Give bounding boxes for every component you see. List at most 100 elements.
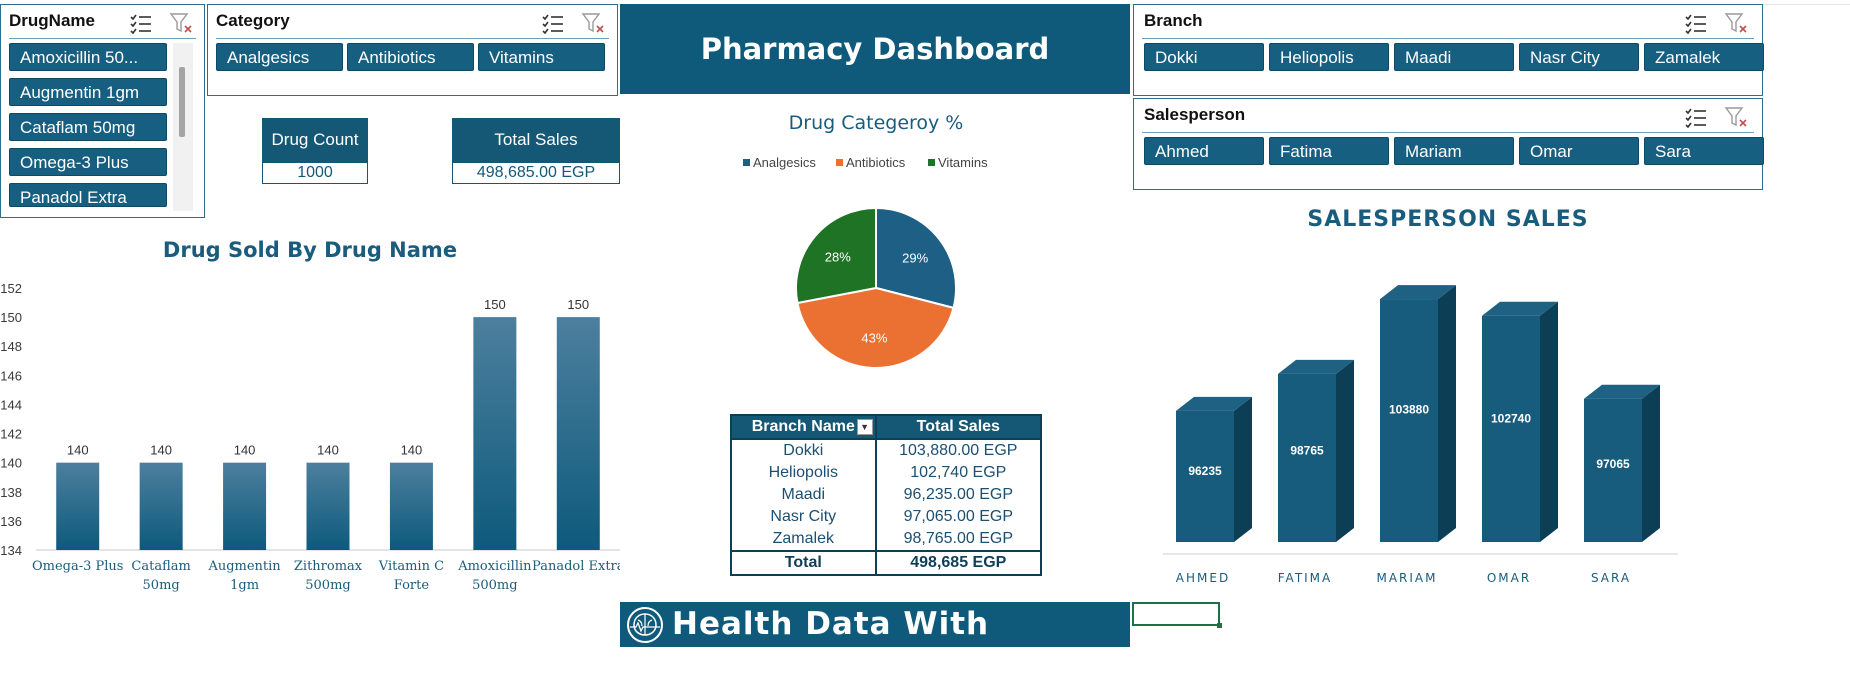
slicer-item[interactable]: Panadol Extra bbox=[9, 183, 167, 207]
legend-label: Analgesics bbox=[753, 155, 816, 170]
drug-count-label: Drug Count bbox=[262, 118, 368, 162]
data-label: 150 bbox=[484, 297, 506, 312]
data-label: 140 bbox=[317, 443, 339, 458]
y-tick-label: 138 bbox=[0, 485, 22, 500]
x-tick-label: Augmentin bbox=[207, 559, 281, 574]
x-tick-label: Forte bbox=[394, 578, 430, 593]
slicer-item[interactable]: Vitamins bbox=[478, 43, 605, 71]
multi-select-icon[interactable] bbox=[541, 12, 565, 34]
slicer-item[interactable]: Analgesics bbox=[216, 43, 343, 71]
pie-slice bbox=[796, 286, 955, 369]
slicer-item[interactable]: Heliopolis bbox=[1269, 43, 1389, 71]
bar bbox=[473, 317, 517, 550]
slicer-scrollbar[interactable] bbox=[173, 43, 193, 211]
pie-label: 43% bbox=[861, 331, 887, 346]
x-tick-label: Panadol Extra bbox=[532, 559, 620, 574]
slicer-item[interactable]: Augmentin 1gm bbox=[9, 78, 167, 106]
salesperson-chart-title: SALESPERSON SALES bbox=[1307, 207, 1589, 232]
pivot-total-value: 498,685 EGP bbox=[874, 550, 1043, 576]
y-tick-label: 148 bbox=[0, 339, 22, 354]
column-top bbox=[1176, 396, 1252, 411]
salesperson-3d-column-chart: 96235 AHMED 98765 FATIMA 103880 MARIAM 102740 O… bbox=[1163, 285, 1678, 585]
salesperson-slicer-title: Salesperson bbox=[1144, 105, 1246, 124]
slicer-item[interactable]: Nasr City bbox=[1519, 43, 1639, 71]
slicer-item[interactable]: Zamalek bbox=[1644, 43, 1764, 71]
category-pie-chart: Analgesics Antibiotics Vitamins 29% 43% 28% bbox=[743, 155, 988, 369]
clear-filter-icon[interactable] bbox=[1724, 106, 1748, 128]
dropdown-arrow-icon[interactable]: ▼ bbox=[856, 419, 873, 435]
bar bbox=[389, 462, 433, 550]
x-tick-label: Omega-3 Plus bbox=[32, 559, 124, 574]
column-front bbox=[1380, 299, 1438, 542]
slicer-item[interactable]: Ahmed bbox=[1144, 137, 1264, 165]
y-tick-label: 152 bbox=[0, 281, 22, 296]
x-tick-label: Vitamin C bbox=[378, 559, 444, 574]
y-tick-label: 140 bbox=[0, 456, 22, 471]
legend-swatch bbox=[743, 159, 750, 166]
clear-filter-icon[interactable] bbox=[169, 12, 193, 34]
selected-cell[interactable] bbox=[1132, 602, 1222, 628]
branch-slicer[interactable]: Branch Dokki Heliopolis Maadi Nasr City … bbox=[1133, 4, 1764, 96]
bar bbox=[556, 317, 600, 550]
slicer-divider bbox=[1142, 38, 1754, 39]
column-front bbox=[1176, 410, 1234, 542]
table-row: Heliopolis 102,740 EGP bbox=[730, 462, 1043, 484]
pivot-total-label: Total bbox=[730, 550, 877, 576]
y-tick-label: 134 bbox=[0, 543, 22, 558]
pie-slice bbox=[875, 206, 957, 310]
data-label: 140 bbox=[150, 443, 172, 458]
x-tick-label: 500mg bbox=[305, 578, 350, 593]
pivot-cell-sales: 98,765.00 EGP bbox=[874, 528, 1043, 551]
data-label: 103880 bbox=[1389, 402, 1429, 416]
pivot-cell-branch: Zamalek bbox=[730, 528, 877, 551]
x-tick-label: FATIMA bbox=[1278, 571, 1333, 585]
slicer-item[interactable]: Mariam bbox=[1394, 137, 1514, 165]
x-tick-label: 50mg bbox=[143, 578, 180, 593]
slicer-item[interactable]: Amoxicillin 50... bbox=[9, 43, 167, 71]
y-tick-label: 150 bbox=[0, 310, 22, 325]
column-top bbox=[1278, 359, 1354, 374]
x-tick-label: Amoxicillin bbox=[457, 559, 532, 574]
scrollbar-thumb[interactable] bbox=[179, 67, 185, 137]
y-tick-label: 142 bbox=[0, 427, 22, 442]
clear-filter-icon[interactable] bbox=[581, 12, 605, 34]
slicer-divider bbox=[216, 38, 609, 39]
column-side bbox=[1234, 396, 1252, 542]
slicer-item[interactable]: Omar bbox=[1519, 137, 1639, 165]
slicer-item[interactable]: Cataflam 50mg bbox=[9, 113, 167, 141]
multi-select-icon[interactable] bbox=[1684, 12, 1708, 34]
multi-select-icon[interactable] bbox=[1684, 106, 1708, 128]
multi-select-icon[interactable] bbox=[129, 12, 153, 34]
slicer-divider bbox=[1142, 132, 1754, 133]
slicer-item[interactable]: Omega-3 Plus bbox=[9, 148, 167, 176]
slicer-item[interactable]: Sara bbox=[1644, 137, 1764, 165]
pivot-cell-branch: Maadi bbox=[730, 484, 877, 506]
pivot-header-branch[interactable]: Branch Name ▼ bbox=[730, 414, 877, 440]
slicer-item[interactable]: Maadi bbox=[1394, 43, 1514, 71]
column-front bbox=[1278, 373, 1336, 542]
drug-sold-bar-chart: 134 136 138 140 142 144 146 148 150 152 140 Omega-3… bbox=[0, 281, 620, 593]
dashboard-title: Pharmacy Dashboard bbox=[620, 4, 1130, 94]
salesperson-slicer[interactable]: Salesperson Ahmed Fatima Mariam Omar Sar… bbox=[1133, 98, 1764, 190]
category-slicer-title: Category bbox=[216, 11, 290, 30]
column-side bbox=[1336, 359, 1354, 542]
clear-filter-icon[interactable] bbox=[1724, 12, 1748, 34]
column-top bbox=[1380, 285, 1456, 300]
category-slicer[interactable]: Category Analgesics Antibiotics Vitamins bbox=[207, 4, 618, 96]
table-row: Nasr City 97,065.00 EGP bbox=[730, 506, 1043, 528]
drug-count-value: 1000 bbox=[262, 162, 368, 184]
pivot-cell-sales: 103,880.00 EGP bbox=[874, 439, 1043, 462]
slicer-item[interactable]: Antibiotics bbox=[347, 43, 474, 71]
slicer-item[interactable]: Fatima bbox=[1269, 137, 1389, 165]
slicer-item[interactable]: Dokki bbox=[1144, 43, 1264, 71]
pie-label: 29% bbox=[902, 251, 928, 266]
x-tick-label: SARA bbox=[1591, 571, 1631, 585]
column-front bbox=[1584, 398, 1642, 542]
pie-chart-title: Drug Categeroy % bbox=[788, 112, 964, 134]
pivot-cell-sales: 102,740 EGP bbox=[874, 462, 1043, 484]
column-side bbox=[1438, 285, 1456, 542]
x-tick-label: MARIAM bbox=[1376, 571, 1437, 585]
legend-swatch bbox=[928, 159, 935, 166]
drugname-slicer[interactable]: DrugName Amoxicillin 50... Augmentin 1gm… bbox=[0, 4, 205, 218]
column-side bbox=[1642, 384, 1660, 542]
